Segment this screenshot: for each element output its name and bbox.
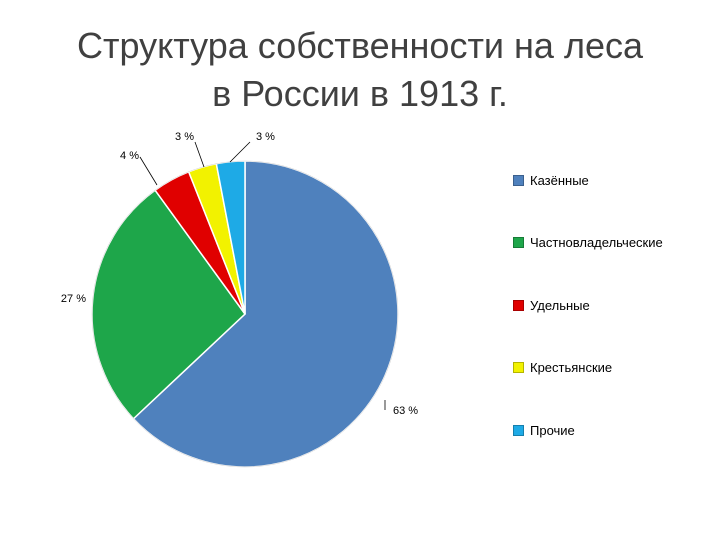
data-label-kazennye: 63 %: [393, 405, 418, 417]
leader-line-prochie: [229, 141, 251, 163]
data-label-udelnye: 4 %: [120, 150, 139, 162]
legend-swatch-udelnye: [513, 299, 524, 311]
legend-label-chastnovladelcheskie: Частновладельческие: [530, 235, 663, 250]
legend-item-chastnovladelcheskie: Частновладельческие: [513, 235, 663, 251]
legend-label-udelnye: Удельные: [530, 297, 590, 313]
leader-line-krestyanskie: [194, 141, 205, 168]
legend-item-prochie: Прочие: [513, 422, 663, 438]
data-label-prochie: 3 %: [256, 131, 275, 143]
data-label-krestyanskie: 3 %: [175, 131, 194, 143]
chart-title: Структура собственности на леса в России…: [0, 22, 720, 118]
data-label-chastnovladelcheskie: 27 %: [61, 293, 86, 305]
legend-item-krestyanskie: Крестьянские: [513, 360, 663, 376]
legend-label-prochie: Прочие: [530, 422, 575, 438]
legend-swatch-chastnovladelcheskie: [513, 237, 524, 248]
legend-label-kazennye: Казённые: [530, 172, 589, 188]
chart-legend: Казённые Частновладельческие Удельные Кр…: [513, 172, 663, 485]
legend-item-kazennye: Казённые: [513, 172, 663, 188]
chart-title-line-1: Структура собственности на леса: [77, 25, 643, 66]
leader-line-udelnye: [139, 156, 158, 186]
legend-swatch-krestyanskie: [513, 362, 524, 373]
pie-outline: [91, 160, 399, 468]
legend-item-udelnye: Удельные: [513, 297, 663, 313]
legend-swatch-prochie: [513, 424, 524, 436]
legend-label-krestyanskie: Крестьянские: [530, 360, 613, 375]
legend-swatch-kazennye: [513, 174, 524, 186]
chart-title-line-2: в России в 1913 г.: [212, 73, 508, 114]
